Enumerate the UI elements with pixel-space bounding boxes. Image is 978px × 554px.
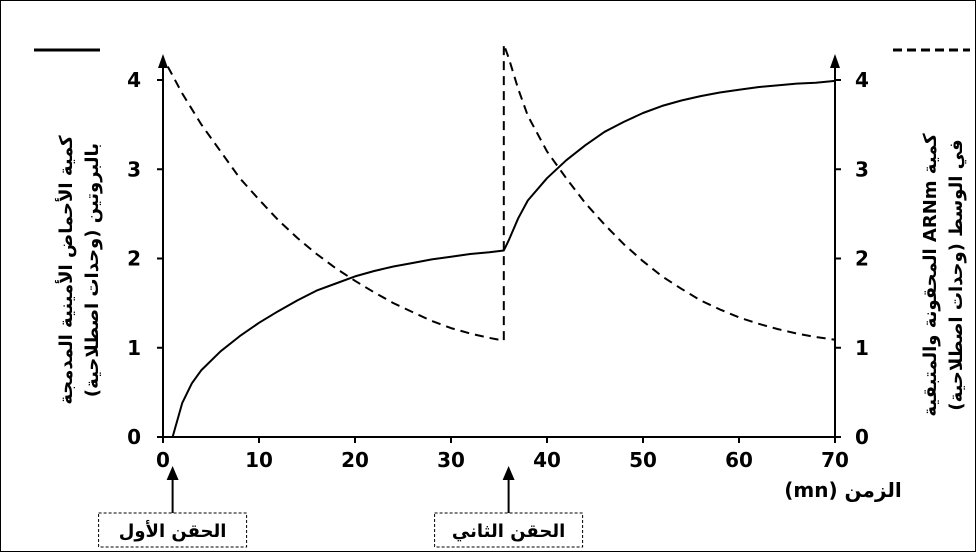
tick-marks: 0 01 12 23 34 40 10 20 30 40 50 60 70 [127, 68, 869, 472]
y-left-tick-label: 3 [127, 157, 141, 181]
y-left-title-group: كمية الأحماض الأمينية المدمجة بالبروتين … [55, 135, 103, 405]
x-tick-label: 20 [341, 448, 369, 472]
y-left-tick-label: 0 [127, 425, 141, 449]
injection-label: الحقن الثاني [452, 521, 565, 542]
injection-label-box [98, 512, 248, 548]
y-left-tick-label: 4 [127, 68, 141, 92]
axes [158, 54, 840, 438]
x-axis-title: الزمن (mn) [784, 478, 902, 502]
y-left-tick-label: 2 [127, 247, 141, 271]
y-right-title-line2: في الوسط (وحدات اصطلاحية) [946, 139, 967, 410]
injection-arrow-head [166, 466, 179, 480]
y-left-title-line1: كمية الأحماض الأمينية المدمجة [55, 135, 77, 405]
y-left-tick-label: 1 [127, 336, 141, 360]
x-tick-label: 60 [725, 448, 753, 472]
y-right-tick-label: 3 [855, 157, 869, 181]
x-tick-label: 50 [629, 448, 657, 472]
y-right-tick-label: 2 [855, 247, 869, 271]
x-tick-label: 10 [245, 448, 273, 472]
x-tick-label: 70 [821, 448, 849, 472]
annotations: الحقن الأول الحقن الثاني [98, 466, 584, 548]
series-line-solid [171, 79, 836, 438]
y-left-title-line2: بالبروتين (وحدات اصطلاحية) [82, 143, 103, 397]
series-line-dashed [166, 43, 836, 342]
injection-arrow-head [502, 466, 515, 480]
y-right-tick-label: 0 [855, 425, 869, 449]
injection-label-box [434, 512, 584, 548]
y-left-axis-arrow [158, 54, 168, 68]
y-right-tick-label: 4 [855, 68, 869, 92]
injection-label: الحقن الأول [119, 520, 227, 542]
x-tick-label: 40 [533, 448, 561, 472]
y-right-axis-arrow [830, 54, 840, 68]
y-right-title-group: كمية ARNm المحقونة والمتبقية في الوسط (و… [920, 133, 967, 417]
series-group [166, 43, 836, 438]
y-right-tick-label: 1 [855, 336, 869, 360]
x-tick-label: 0 [156, 448, 170, 472]
x-tick-label: 30 [437, 448, 465, 472]
y-right-title-line1: كمية ARNm المحقونة والمتبقية [920, 133, 941, 417]
